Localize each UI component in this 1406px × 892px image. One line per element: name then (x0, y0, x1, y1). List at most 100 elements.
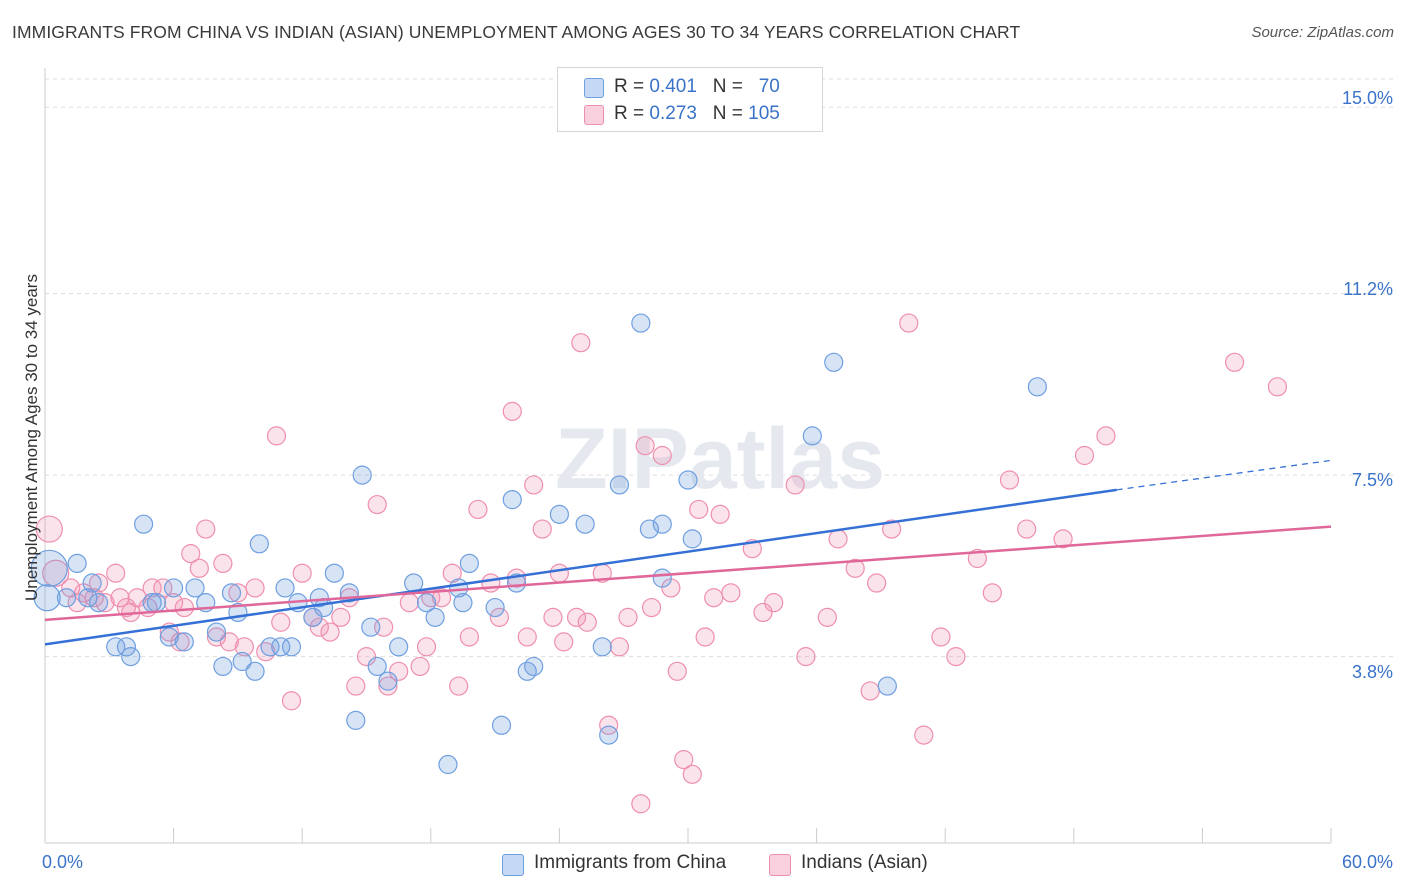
china-point (367, 656, 387, 677)
n-value: 70 (758, 76, 780, 97)
indian-point (860, 681, 880, 701)
indian-point (127, 588, 147, 608)
china-point (78, 588, 98, 608)
y-tick-label: 11.2% (1343, 279, 1393, 299)
china-point (652, 568, 672, 588)
china-point (416, 593, 437, 613)
china-point (146, 593, 167, 613)
china-points (30, 313, 1047, 775)
indian-point (721, 583, 741, 603)
indian-point (266, 426, 287, 446)
indian-point (845, 558, 865, 578)
indian-point (489, 607, 509, 627)
indian-point (292, 563, 312, 583)
indian-point (416, 637, 437, 657)
china-point (502, 490, 522, 510)
r-value: 0.273 (649, 103, 697, 124)
indian-point (431, 588, 452, 608)
chart-title: IMMIGRANTS FROM CHINA VS INDIAN (ASIAN) … (12, 22, 1021, 42)
indian-point (196, 519, 216, 539)
indian-point (609, 637, 630, 657)
china-point (67, 553, 87, 574)
indian-point (1096, 426, 1116, 446)
china-point (652, 514, 672, 534)
china-point (682, 529, 702, 549)
indian-point (566, 607, 587, 627)
indian-point (882, 519, 902, 539)
indian-point (764, 593, 784, 613)
china-point (275, 578, 295, 598)
indian-point (88, 573, 109, 593)
china-point (438, 754, 458, 775)
china-point (221, 583, 242, 603)
indian-point (271, 612, 291, 632)
indian-point (219, 632, 239, 652)
china-point (485, 597, 505, 618)
china-point (802, 426, 822, 446)
indian-point (174, 597, 194, 618)
indian-point (635, 436, 655, 456)
china-trend-line (44, 488, 1117, 646)
r-value: 0.401 (649, 76, 697, 97)
china-point (245, 661, 265, 681)
china-point (575, 514, 595, 534)
china-point (877, 676, 897, 696)
indian-point (618, 607, 638, 627)
china-swatch (584, 78, 604, 98)
y-tick-label: 7.5% (1351, 470, 1393, 490)
indian-point (468, 499, 488, 520)
indian-point (667, 661, 687, 681)
china-trend-extension (1116, 459, 1332, 491)
china-point (639, 519, 660, 539)
indian-point (524, 475, 544, 495)
x-tick-label: 0.0% (42, 852, 84, 872)
indian-point (517, 627, 537, 647)
trend-lines (44, 459, 1332, 646)
indian-point (631, 794, 651, 814)
indian-points (35, 313, 1288, 814)
indian-point (946, 647, 966, 667)
indian-point (106, 563, 126, 583)
indian-point (213, 553, 233, 574)
china-point (88, 593, 109, 613)
indian-point (543, 607, 563, 627)
indian-point (459, 627, 479, 647)
indian-point (967, 548, 987, 569)
r-label: R = (614, 76, 645, 97)
indian-point (710, 504, 730, 524)
indian-point (796, 647, 816, 667)
r-label: R = (614, 103, 645, 124)
china-point (303, 607, 323, 627)
indian-point (931, 627, 951, 647)
indian-point (577, 612, 597, 632)
china-point (260, 637, 280, 657)
china-point (56, 588, 77, 608)
indian-point (320, 622, 340, 642)
china-point (271, 637, 291, 657)
china-point (491, 715, 512, 735)
indian-point (367, 494, 387, 515)
indian-point (170, 632, 190, 652)
indian-point (549, 563, 570, 583)
indian-point (309, 617, 329, 637)
china-point (517, 661, 537, 681)
china-point (524, 656, 544, 677)
indian-point (281, 691, 302, 711)
watermark: ZIPatlas (555, 411, 885, 507)
indian-point (1074, 445, 1095, 466)
y-tick-label: 15.0% (1341, 88, 1393, 108)
indian-swatch (584, 105, 604, 125)
china-point (599, 725, 619, 745)
china-point (459, 553, 479, 574)
china-point (174, 632, 194, 652)
china-point (121, 647, 141, 667)
china-point (592, 637, 612, 657)
china-point (631, 313, 651, 333)
china-point (116, 637, 137, 657)
indian-point (571, 333, 591, 353)
china-point (346, 710, 366, 730)
china-point (678, 470, 698, 490)
china-point (206, 622, 227, 642)
indian-point (914, 725, 934, 745)
